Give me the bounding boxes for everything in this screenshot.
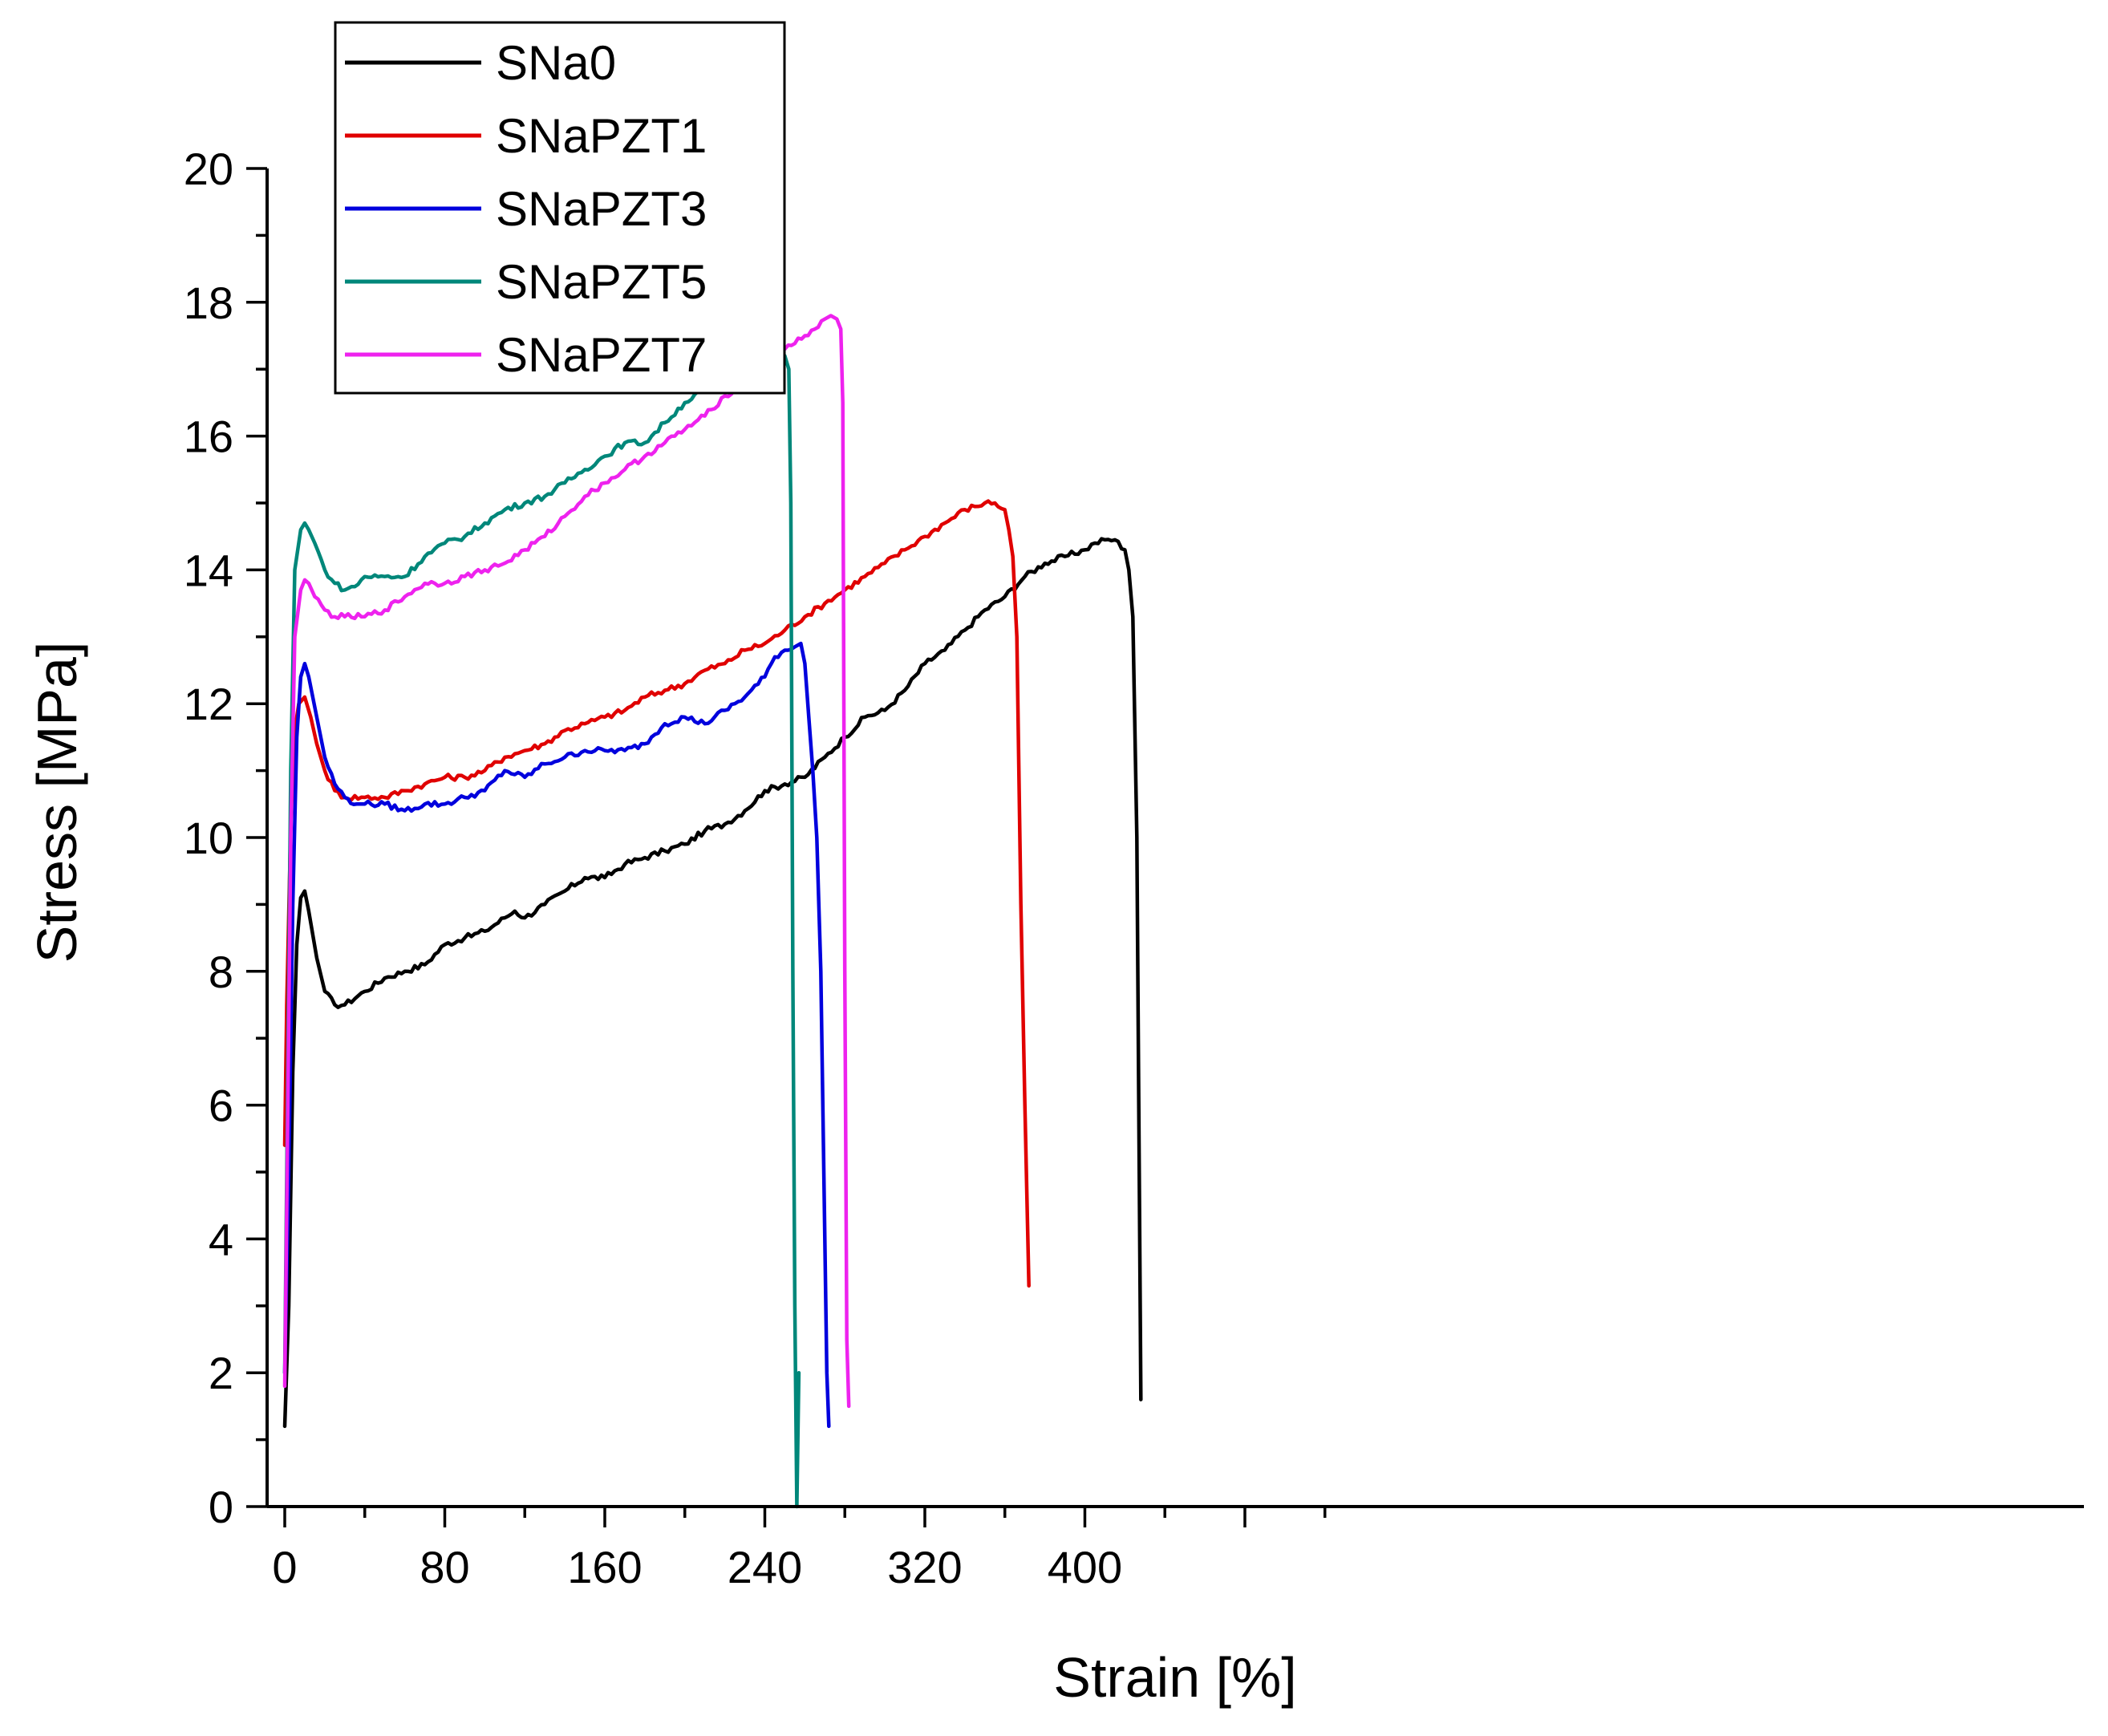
series-layer xyxy=(282,314,1143,1509)
x-tick-label: 240 xyxy=(728,1542,802,1592)
legend-label-snapzt3: SNaPZT3 xyxy=(496,182,707,236)
y-tick-label: 14 xyxy=(184,545,233,595)
axes-layer: 0 2 4 6 8 10 12 14 16 18 20 0 80 160 240 320 400 xyxy=(184,144,2084,1592)
y-tick-label: 18 xyxy=(184,278,233,328)
series-line-sna0 xyxy=(282,537,1143,1429)
x-tick-label: 160 xyxy=(567,1542,642,1592)
legend: SNa0 SNaPZT1 SNaPZT3 SNaPZT5 SNaPZT7 xyxy=(334,21,786,395)
y-tick-label: 0 xyxy=(209,1482,233,1532)
y-tick-label: 20 xyxy=(184,144,233,194)
legend-label-snapzt5: SNaPZT5 xyxy=(496,255,707,309)
legend-label-snapzt7: SNaPZT7 xyxy=(496,328,707,382)
legend-items: SNa0 SNaPZT1 SNaPZT3 SNaPZT5 SNaPZT7 xyxy=(345,36,707,382)
series-line-snapzt5 xyxy=(282,334,801,1509)
y-tick-label: 12 xyxy=(184,679,233,729)
y-tick-label: 8 xyxy=(209,947,233,997)
y-tick-label: 10 xyxy=(184,813,233,863)
legend-label-sna0: SNa0 xyxy=(496,36,616,90)
x-tick-label: 0 xyxy=(272,1542,297,1592)
x-axis-title: Strain [%] xyxy=(1053,1646,1296,1709)
x-tick-label: 400 xyxy=(1048,1542,1122,1592)
x-tick-label: 320 xyxy=(887,1542,962,1592)
series-line-snapzt3 xyxy=(282,641,831,1429)
y-tick-label: 4 xyxy=(209,1214,233,1264)
y-axis-title: Stress [MPa] xyxy=(26,642,88,963)
y-tick-label: 6 xyxy=(209,1081,233,1131)
x-tick-label: 80 xyxy=(420,1542,469,1592)
series-line-snapzt1 xyxy=(282,499,1031,1288)
y-tick-label: 16 xyxy=(184,412,233,462)
y-tick-label: 2 xyxy=(209,1348,233,1398)
legend-label-snapzt1: SNaPZT1 xyxy=(496,109,707,163)
